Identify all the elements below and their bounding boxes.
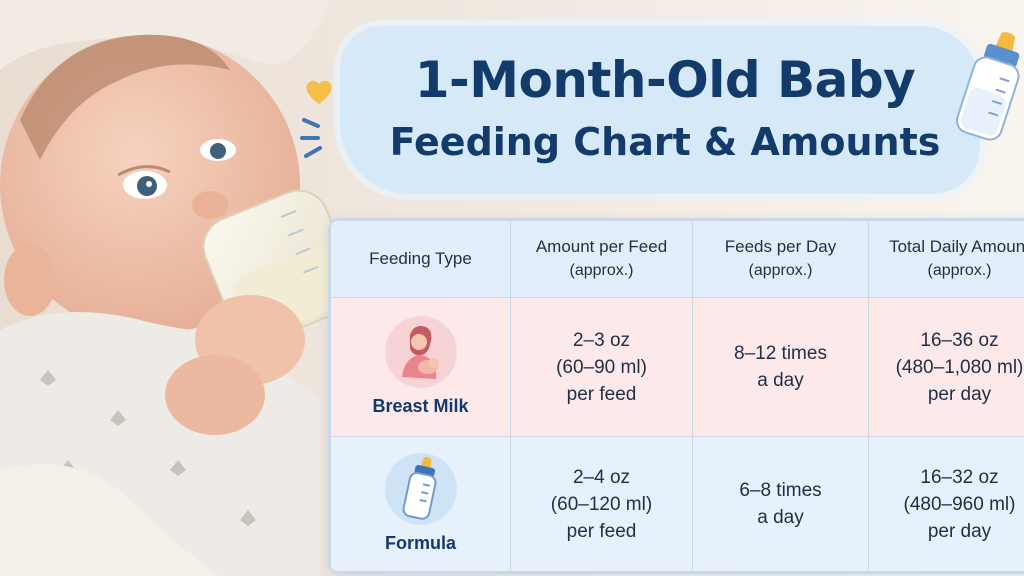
feeds-per-day-cell: 8–12 times a day bbox=[692, 297, 869, 437]
title-banner bbox=[340, 26, 980, 194]
baby-bottle-icon bbox=[384, 452, 457, 525]
page-title: 1-Month-Old Baby Feeding Chart & Amounts bbox=[345, 50, 985, 168]
header-amount-per-feed: Amount per Feed (approx.) bbox=[510, 220, 693, 298]
feeding-type-cell: Breast Milk bbox=[330, 297, 511, 437]
feeding-table: Feeding Type Amount per Feed (approx.) F… bbox=[328, 218, 1024, 574]
total-daily-amount-cell: 16–36 oz (480–1,080 ml) per day bbox=[868, 297, 1024, 437]
title-line-1: 1-Month-Old Baby bbox=[414, 51, 916, 109]
header-feeding-type: Feeding Type bbox=[330, 220, 511, 298]
table-row-breast-milk: Breast Milk 2–3 oz (60–90 ml) per feed 8… bbox=[330, 297, 1024, 437]
breastfeeding-mother-icon bbox=[384, 315, 457, 388]
heart-icon bbox=[304, 78, 334, 111]
feeding-type-cell: Formula bbox=[330, 436, 511, 572]
total-daily-amount-cell: 16–32 oz (480–960 ml) per day bbox=[868, 436, 1024, 572]
title-line-2: Feeding Chart & Amounts bbox=[389, 120, 941, 164]
feeding-type-label: Formula bbox=[384, 532, 456, 553]
amount-per-feed-cell: 2–4 oz (60–120 ml) per feed bbox=[510, 436, 693, 572]
feeds-per-day-cell: 6–8 times a day bbox=[692, 436, 869, 572]
sparkle-lines-icon bbox=[298, 114, 332, 165]
table-header-row: Feeding Type Amount per Feed (approx.) F… bbox=[330, 220, 1024, 298]
baby-bottle-icon bbox=[945, 24, 1024, 153]
header-feeds-per-day: Feeds per Day (approx.) bbox=[692, 220, 869, 298]
header-total-daily-amount: Total Daily Amount (approx.) bbox=[868, 220, 1024, 298]
feeding-type-label: Breast Milk bbox=[372, 395, 469, 416]
amount-per-feed-cell: 2–3 oz (60–90 ml) per feed bbox=[510, 297, 693, 437]
table-row-formula: Formula 2–4 oz (60–120 ml) per feed 6–8 … bbox=[330, 436, 1024, 572]
